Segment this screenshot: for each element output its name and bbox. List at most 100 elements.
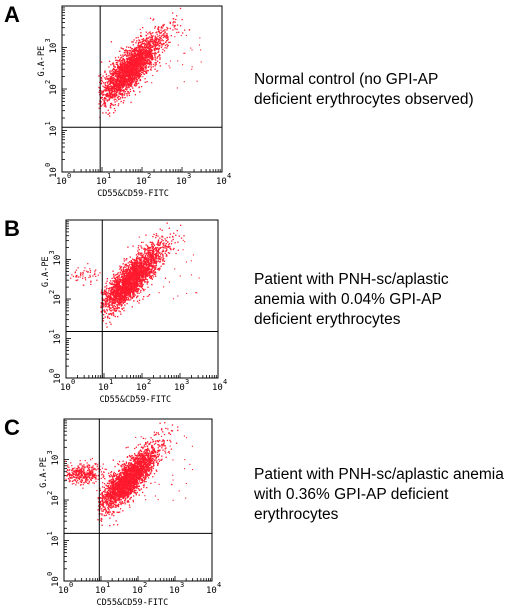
x-tick-label: 10 (95, 586, 106, 596)
description-line: Patient with PNH-sc/aplastic (254, 271, 449, 288)
y-tick-exponent: 1 (46, 531, 54, 535)
panel-description: Normal control (no GPI-AP deficient eryt… (254, 70, 474, 110)
x-tick-exponent: 0 (67, 172, 71, 180)
scatter-plot: 100101102103104100101102103CD55&CD59-FIT… (41, 219, 227, 405)
y-tick-label-group: 102 (48, 290, 63, 305)
y-tick-exponent: 3 (46, 450, 54, 454)
x-tick-exponent: 4 (217, 581, 221, 589)
dot-cloud (70, 222, 200, 328)
x-tick-exponent: 3 (185, 378, 189, 386)
panel-a: A 10 0 10 1 10 2 10 3 10 4 10 0 10 1 10 2 10 3 CD55&CD59-F… (0, 0, 520, 210)
x-tick-exponent: 3 (180, 581, 184, 589)
panel-letter: C (4, 415, 20, 440)
y-tick-exponent: 0 (48, 369, 56, 373)
tick-marks (63, 420, 211, 582)
y-tick-label-group: 102 (46, 491, 61, 506)
y-tick-label: 10 (53, 255, 63, 266)
y-axis-label: G.A-PE (39, 457, 49, 488)
panel-letter: B (4, 216, 20, 241)
x-axis-label: CD55&CD59-FITC (97, 189, 169, 199)
y-tick-exponent: 3 (44, 38, 52, 42)
panel-description: Patient with PNH-sc/aplastic anemia with… (254, 270, 449, 330)
x-tick-label: 10 (98, 383, 109, 393)
y-tick-label: 10 (51, 576, 61, 587)
x-tick-exponent: 2 (147, 172, 151, 180)
y-tick-label-group: 101 (44, 121, 59, 136)
tick-marks (61, 7, 221, 173)
y-tick-label-group: 102 (44, 80, 59, 95)
y-tick-exponent: 0 (46, 572, 54, 576)
plot-frame (63, 418, 213, 582)
x-tick-label: 10 (60, 383, 71, 393)
x-tick-label: 10 (132, 586, 143, 596)
x-tick-label: 10 (96, 177, 107, 187)
x-tick-label: 10 (206, 586, 217, 596)
y-tick-label-group: 103 (46, 450, 61, 465)
description-line: Patient with PNH-sc/aplastic anemia (254, 466, 504, 483)
description-line: Normal control (no GPI-AP (254, 71, 439, 88)
x-tick-label: 10 (58, 586, 69, 596)
y-axis-label: G.A-PE (41, 256, 51, 287)
scatter-plot: 100101102103104100101102103CD55&CD59-FIT… (39, 418, 221, 608)
x-tick-exponent: 0 (69, 581, 73, 589)
tick-marks (65, 221, 217, 379)
y-tick-label: 10 (51, 536, 61, 547)
description-line: with 0.36% GPI-AP deficient (254, 486, 449, 503)
y-tick-exponent: 1 (48, 329, 56, 333)
panel-b: B 10 0 10 1 10 2 10 3 10 4 10 0 10 1 10 2 10 3 CD55&CD59-F… (0, 200, 520, 410)
panel-description: Patient with PNH-sc/aplastic anemia with… (254, 465, 504, 525)
y-tick-exponent: 2 (48, 290, 56, 294)
x-tick-label: 10 (174, 383, 185, 393)
y-tick-label-group: 100 (48, 369, 63, 384)
description-line: anemia with 0.04% GPI-AP (254, 291, 442, 308)
y-tick-exponent: 1 (44, 121, 52, 125)
x-tick-exponent: 1 (106, 581, 110, 589)
description-line: erythrocytes (254, 506, 339, 523)
y-tick-label: 10 (49, 43, 59, 54)
y-axis-label: G.A-PE (37, 46, 47, 77)
description-line: deficient erythrocytes observed) (254, 91, 474, 108)
x-tick-exponent: 3 (187, 172, 191, 180)
y-tick-label: 10 (53, 294, 63, 305)
x-tick-label: 10 (212, 383, 223, 393)
y-tick-label: 10 (49, 167, 59, 178)
panel-c: C 10 0 10 1 10 2 10 3 10 4 10 0 10 1 10 2 10 3 CD55&CD59-F… (0, 405, 520, 612)
y-tick-label-group: 103 (44, 38, 59, 53)
y-tick-label: 10 (51, 495, 61, 506)
x-tick-label: 10 (176, 177, 187, 187)
x-tick-label: 10 (216, 177, 227, 187)
x-tick-exponent: 1 (107, 172, 111, 180)
description-line: deficient erythrocytes (254, 311, 401, 328)
x-tick-exponent: 4 (227, 172, 231, 180)
y-tick-exponent: 0 (44, 163, 52, 167)
y-tick-label-group: 101 (48, 329, 63, 344)
x-tick-exponent: 1 (109, 378, 113, 386)
y-tick-label-group: 103 (48, 250, 63, 265)
plot-frame (65, 219, 219, 379)
x-tick-label: 10 (136, 177, 147, 187)
y-tick-label-group: 100 (46, 572, 61, 587)
y-tick-label: 10 (49, 84, 59, 95)
x-tick-exponent: 0 (71, 378, 75, 386)
y-tick-label: 10 (49, 126, 59, 137)
y-tick-label-group: 100 (44, 163, 59, 178)
x-tick-label: 10 (56, 177, 67, 187)
plot-frame (61, 5, 223, 173)
x-tick-label: 10 (136, 383, 147, 393)
y-tick-exponent: 3 (48, 250, 56, 254)
y-tick-exponent: 2 (44, 80, 52, 84)
dot-cloud (98, 7, 202, 119)
y-tick-label: 10 (51, 455, 61, 466)
x-axis-label: CD55&CD59-FITC (97, 598, 169, 608)
y-tick-label-group: 101 (46, 531, 61, 546)
dot-cloud (64, 422, 194, 527)
panel-letter: A (4, 2, 20, 27)
x-tick-exponent: 2 (143, 581, 147, 589)
y-tick-label: 10 (53, 334, 63, 345)
x-tick-label: 10 (169, 586, 180, 596)
y-tick-exponent: 2 (46, 491, 54, 495)
x-axis-label: CD55&CD59-FITC (99, 395, 171, 405)
y-tick-label: 10 (53, 373, 63, 384)
x-tick-exponent: 4 (223, 378, 227, 386)
scatter-plot: 100101102103104100101102103CD55&CD59-FIT… (37, 5, 231, 199)
